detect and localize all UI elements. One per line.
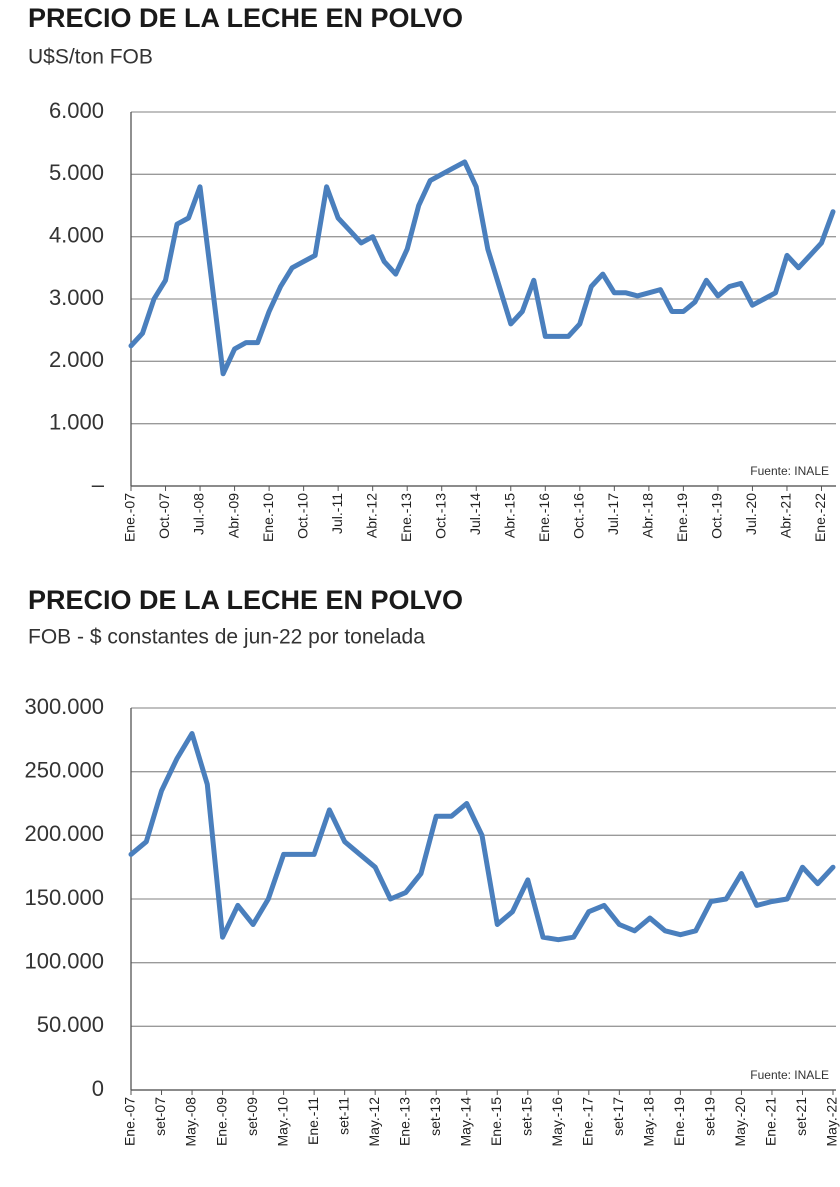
x-tick-label: Jul.-11 [329, 493, 345, 534]
x-tick-label: Oct.-13 [432, 493, 448, 539]
x-tick-label: Ene.-21 [763, 1097, 779, 1146]
y-tick-label: 200.000 [24, 821, 104, 846]
x-tick-label: Ene.-13 [398, 493, 414, 542]
x-tick-label: May.-10 [274, 1097, 290, 1147]
chart-title: PRECIO DE LA LECHE EN POLVO [28, 585, 463, 615]
x-tick-label: Ene.-10 [260, 493, 276, 542]
x-tick-label: set-07 [152, 1097, 168, 1136]
x-tick-label: May.-20 [732, 1097, 748, 1147]
x-tick-label: May.-16 [549, 1097, 565, 1147]
source-note: Fuente: INALE [750, 464, 829, 478]
x-tick-label: Jul.-08 [191, 493, 207, 535]
x-tick-label: set-15 [519, 1097, 535, 1136]
data-line [128, 731, 836, 943]
data-line [128, 159, 836, 377]
x-tick-label: set-19 [702, 1097, 718, 1136]
x-tick-label: Ene.-17 [580, 1097, 596, 1146]
y-tick-label: 3.000 [49, 285, 104, 310]
chart-title: PRECIO DE LA LECHE EN POLVO [28, 3, 463, 33]
x-tick-label: Ene.-19 [674, 493, 690, 542]
x-tick-label: Abr.-12 [363, 493, 379, 538]
x-tick-label: Jul.-20 [743, 493, 759, 535]
x-tick-label: Ene.-07 [122, 1097, 138, 1146]
x-tick-label: Abr.-21 [778, 493, 794, 538]
y-tick-label: 0 [92, 1076, 104, 1101]
x-tick-label: May.-12 [366, 1097, 382, 1147]
x-tick-label: Ene.-16 [536, 493, 552, 542]
x-tick-label: Ene.-13 [396, 1097, 412, 1146]
x-tick-label: set-17 [610, 1097, 626, 1136]
chart-subtitle: FOB - $ constantes de jun-22 por tonelad… [28, 626, 425, 649]
y-tick-label: 1.000 [49, 409, 104, 434]
y-tick-label: 50.000 [37, 1012, 104, 1037]
x-tick-label: set-13 [427, 1097, 443, 1136]
x-tick-label: May.-18 [641, 1097, 657, 1147]
x-tick-label: Abr.-09 [225, 493, 241, 538]
x-tick-label: Oct.-10 [294, 493, 310, 539]
y-tick-label: 150.000 [24, 885, 104, 910]
y-tick-label: 100.000 [24, 948, 104, 973]
x-tick-label: set-11 [335, 1097, 351, 1135]
x-tick-label: Ene.-19 [671, 1097, 687, 1146]
x-tick-label: Abr.-15 [502, 493, 518, 538]
y-tick-label: 5.000 [49, 160, 104, 185]
y-tick-label: 4.000 [49, 222, 104, 247]
y-tick-label: 6.000 [49, 98, 104, 123]
x-tick-label: Ene.-07 [122, 493, 138, 542]
x-tick-label: Oct.-16 [571, 493, 587, 539]
x-tick-label: Oct.-07 [156, 493, 172, 539]
chart-subtitle: U$S/ton FOB [28, 46, 153, 69]
x-tick-label: Oct.-19 [709, 493, 725, 539]
y-tick-label: 2.000 [49, 347, 104, 372]
x-tick-label: May.-22 [824, 1097, 840, 1147]
x-tick-label: Jul.-17 [605, 493, 621, 535]
x-tick-label: Ene.-11 [305, 1097, 321, 1145]
x-tick-label: Abr.-18 [640, 493, 656, 538]
x-tick-label: set-21 [793, 1097, 809, 1136]
x-tick-label: Ene.-22 [812, 493, 828, 542]
x-tick-label: Ene.-09 [213, 1097, 229, 1146]
y-tick-label: 300.000 [24, 694, 104, 719]
y-tick-label: 250.000 [24, 757, 104, 782]
x-tick-label: May.-14 [457, 1097, 473, 1147]
x-tick-label: Ene.-15 [488, 1097, 504, 1146]
x-tick-label: Jul.-14 [467, 493, 483, 535]
x-tick-label: May.-08 [183, 1097, 199, 1147]
y-tick-label: – [92, 472, 105, 497]
source-note: Fuente: INALE [750, 1068, 829, 1082]
x-tick-label: set-09 [244, 1097, 260, 1136]
